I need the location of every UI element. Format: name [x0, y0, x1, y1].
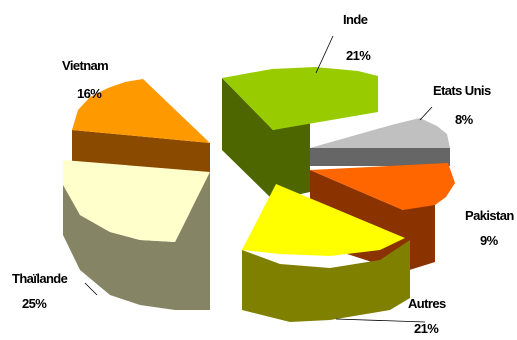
label-vietnam: Vietnam	[62, 58, 108, 73]
leader-line-thailande	[84, 282, 98, 296]
value-inde: 21%	[346, 48, 371, 63]
slice-etats-unis	[310, 118, 450, 166]
slice-autres-side	[242, 240, 410, 322]
value-autres: 21%	[414, 321, 439, 336]
value-vietnam: 16%	[77, 86, 102, 101]
slice-etats-unis-top	[310, 118, 450, 148]
slice-inde-side-right	[273, 122, 310, 200]
slice-inde	[222, 67, 378, 200]
value-thailande: 25%	[22, 296, 47, 311]
slice-inde-side	[222, 78, 273, 200]
value-pakistan: 9%	[480, 233, 499, 248]
label-pakistan: Pakistan	[465, 208, 514, 223]
leader-line-inde	[315, 35, 334, 74]
slice-inde-top	[222, 67, 378, 130]
value-etats-unis: 8%	[455, 112, 474, 127]
slice-thailande-top	[63, 160, 210, 242]
slice-thailande	[63, 160, 210, 310]
slice-thailande-side	[63, 172, 210, 310]
leader-line-etats-unis	[419, 106, 433, 121]
label-etats-unis: Etats Unis	[433, 83, 491, 98]
label-autres: Autres	[408, 296, 446, 311]
label-inde: Inde	[343, 12, 368, 27]
slice-vietnam-top	[72, 79, 210, 143]
slice-autres-top	[242, 184, 405, 256]
label-thailande: Thaïlande	[12, 271, 68, 286]
slice-autres	[242, 184, 410, 322]
slice-etats-unis-side	[310, 148, 450, 166]
slice-pakistan-top	[310, 163, 455, 210]
leader-line-autres	[335, 318, 426, 323]
